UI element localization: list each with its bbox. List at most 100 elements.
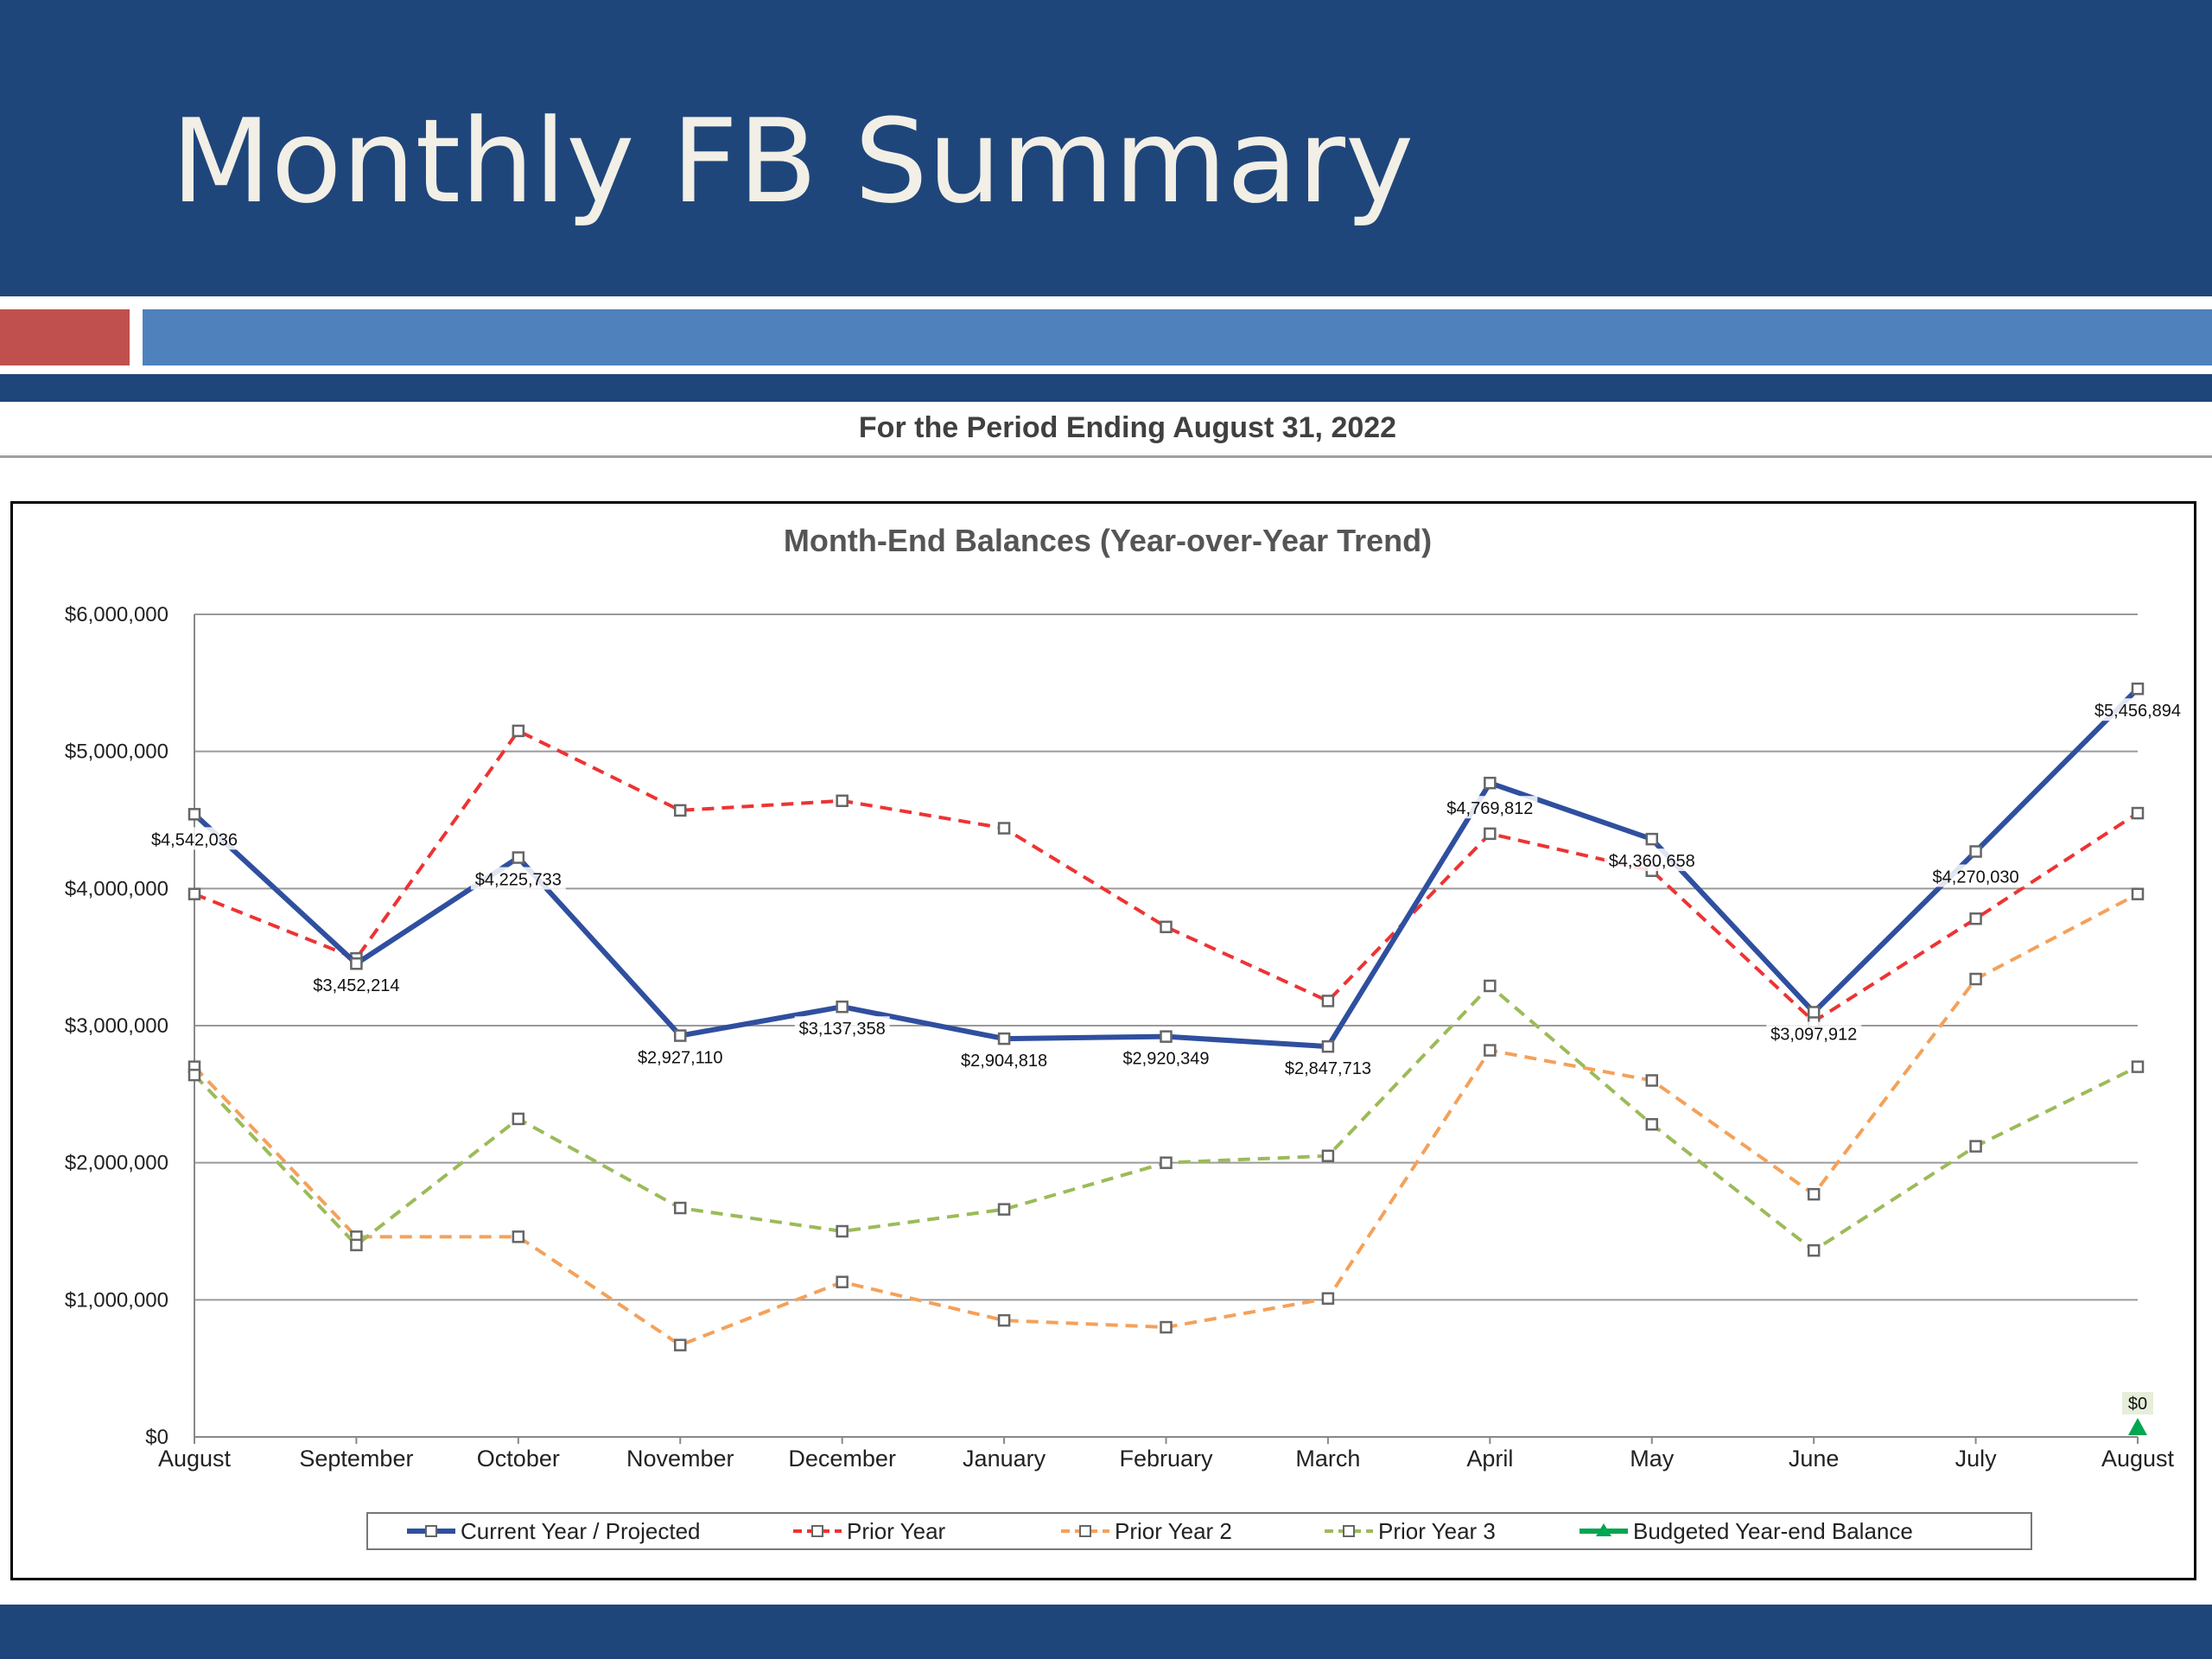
legend-label: Current Year / Projected <box>461 1518 701 1544</box>
data-label: $4,270,030 <box>1933 868 2019 887</box>
data-point-marker <box>836 794 849 808</box>
legend-label: Prior Year <box>847 1518 946 1544</box>
data-point-marker <box>997 1313 1011 1327</box>
data-point-marker <box>997 1032 1011 1046</box>
data-point-marker <box>1160 920 1173 934</box>
data-point-marker <box>2131 806 2145 820</box>
data-point-marker <box>512 724 525 738</box>
legend-swatch-marker <box>1079 1525 1091 1537</box>
data-point-marker <box>1645 1074 1658 1087</box>
data-point-marker <box>2131 1060 2145 1073</box>
title-banner <box>0 0 2212 296</box>
data-point-marker <box>997 1203 1011 1216</box>
x-tick-label: August <box>158 1446 232 1471</box>
data-point-marker <box>1807 1187 1821 1201</box>
data-point-marker <box>2131 887 2145 900</box>
data-label: $4,542,036 <box>151 830 238 849</box>
divider-band <box>0 374 2212 402</box>
data-point-marker <box>1160 1030 1173 1043</box>
x-tick-label: September <box>299 1446 413 1471</box>
data-point-marker <box>1969 845 1982 858</box>
data-point-marker <box>512 1230 525 1243</box>
line-chart: Month-End Balances (Year-over-Year Trend… <box>65 523 2185 1550</box>
data-point-marker <box>1321 995 1335 1007</box>
legend-swatch-marker <box>425 1525 437 1537</box>
legend-swatch-marker <box>811 1525 823 1537</box>
footer-band <box>0 1605 2212 1659</box>
data-point-marker <box>350 1238 363 1252</box>
y-tick-label: $1,000,000 <box>65 1288 168 1312</box>
data-label-bg <box>1280 1056 1376 1079</box>
data-point-marker <box>674 1029 687 1042</box>
budget-label-bg <box>2122 1392 2153 1414</box>
data-label: $2,904,818 <box>961 1052 1047 1071</box>
data-label-bg <box>1118 1046 1214 1069</box>
data-point-marker <box>1807 1006 1821 1019</box>
data-label: $4,769,812 <box>1446 799 1533 818</box>
data-point-marker <box>836 1000 849 1014</box>
data-label: $4,360,658 <box>1609 852 1695 871</box>
series-line <box>193 892 2139 1347</box>
data-label: $3,137,358 <box>799 1020 886 1039</box>
data-label-bg <box>470 867 566 890</box>
data-label: $2,927,110 <box>638 1049 723 1068</box>
data-label: $3,097,912 <box>1770 1025 1857 1044</box>
data-label: $3,452,214 <box>313 976 399 995</box>
x-tick-label: June <box>1789 1446 1840 1471</box>
data-point-marker <box>836 1224 849 1238</box>
data-point-marker <box>1969 1140 1982 1153</box>
x-tick-label: December <box>788 1446 896 1471</box>
budget-marker <box>2128 1418 2147 1435</box>
y-tick-label: $4,000,000 <box>65 877 168 900</box>
y-tick-label: $6,000,000 <box>65 603 168 626</box>
data-point-marker <box>997 822 1011 835</box>
data-label-bg <box>957 1048 1052 1071</box>
x-tick-label: May <box>1630 1446 1675 1471</box>
data-label-bg <box>308 973 404 996</box>
data-point-marker <box>512 1112 525 1126</box>
legend-label: Prior Year 2 <box>1115 1518 1232 1544</box>
data-point-marker <box>512 851 525 864</box>
data-point-marker <box>674 804 687 817</box>
data-point-marker <box>1484 1044 1497 1057</box>
data-point-marker <box>1484 979 1497 993</box>
data-label-bg <box>147 827 242 850</box>
data-point-marker <box>1321 1039 1335 1053</box>
data-label-bg <box>1928 864 2024 887</box>
y-tick-label: $3,000,000 <box>65 1014 168 1038</box>
y-tick-label: $5,000,000 <box>65 741 168 764</box>
data-label-bg <box>1442 796 1538 819</box>
x-tick-label: January <box>963 1446 1046 1471</box>
x-tick-label: August <box>2101 1446 2175 1471</box>
accent-red-block <box>0 309 130 365</box>
data-point-marker <box>1645 1117 1658 1131</box>
data-point-marker <box>1321 1149 1335 1162</box>
data-point-marker <box>188 808 201 821</box>
data-point-marker <box>836 1275 849 1288</box>
x-tick-label: February <box>1119 1446 1213 1471</box>
data-label-bg <box>2090 698 2185 721</box>
data-point-marker <box>1807 1243 1821 1257</box>
data-label: $4,225,733 <box>475 871 562 890</box>
chart-frame: Month-End Balances (Year-over-Year Trend… <box>10 501 2196 1580</box>
data-point-marker <box>1969 912 1982 925</box>
y-tick-label: $0 <box>145 1426 168 1449</box>
legend-box <box>366 1512 2032 1550</box>
data-point-marker <box>1969 972 1982 986</box>
legend-swatch-marker <box>1596 1523 1611 1536</box>
legend-swatch-marker <box>1343 1525 1355 1537</box>
period-subtitle: For the Period Ending August 31, 2022 <box>858 411 1397 444</box>
data-label-bg <box>632 1045 728 1068</box>
slide-title: Monthly FB Summary <box>171 94 1414 229</box>
data-point-marker <box>1160 1320 1173 1334</box>
subtitle-rule <box>0 455 2212 458</box>
data-point-marker <box>188 887 201 900</box>
accent-blue-band <box>143 309 2212 365</box>
x-tick-label: July <box>1955 1446 1998 1471</box>
data-point-marker <box>1484 827 1497 841</box>
data-point-marker <box>674 1201 687 1215</box>
data-label-bg <box>1604 849 1700 872</box>
data-label-bg <box>794 1016 890 1039</box>
data-point-marker <box>1484 776 1497 790</box>
data-point-marker <box>188 1068 201 1082</box>
